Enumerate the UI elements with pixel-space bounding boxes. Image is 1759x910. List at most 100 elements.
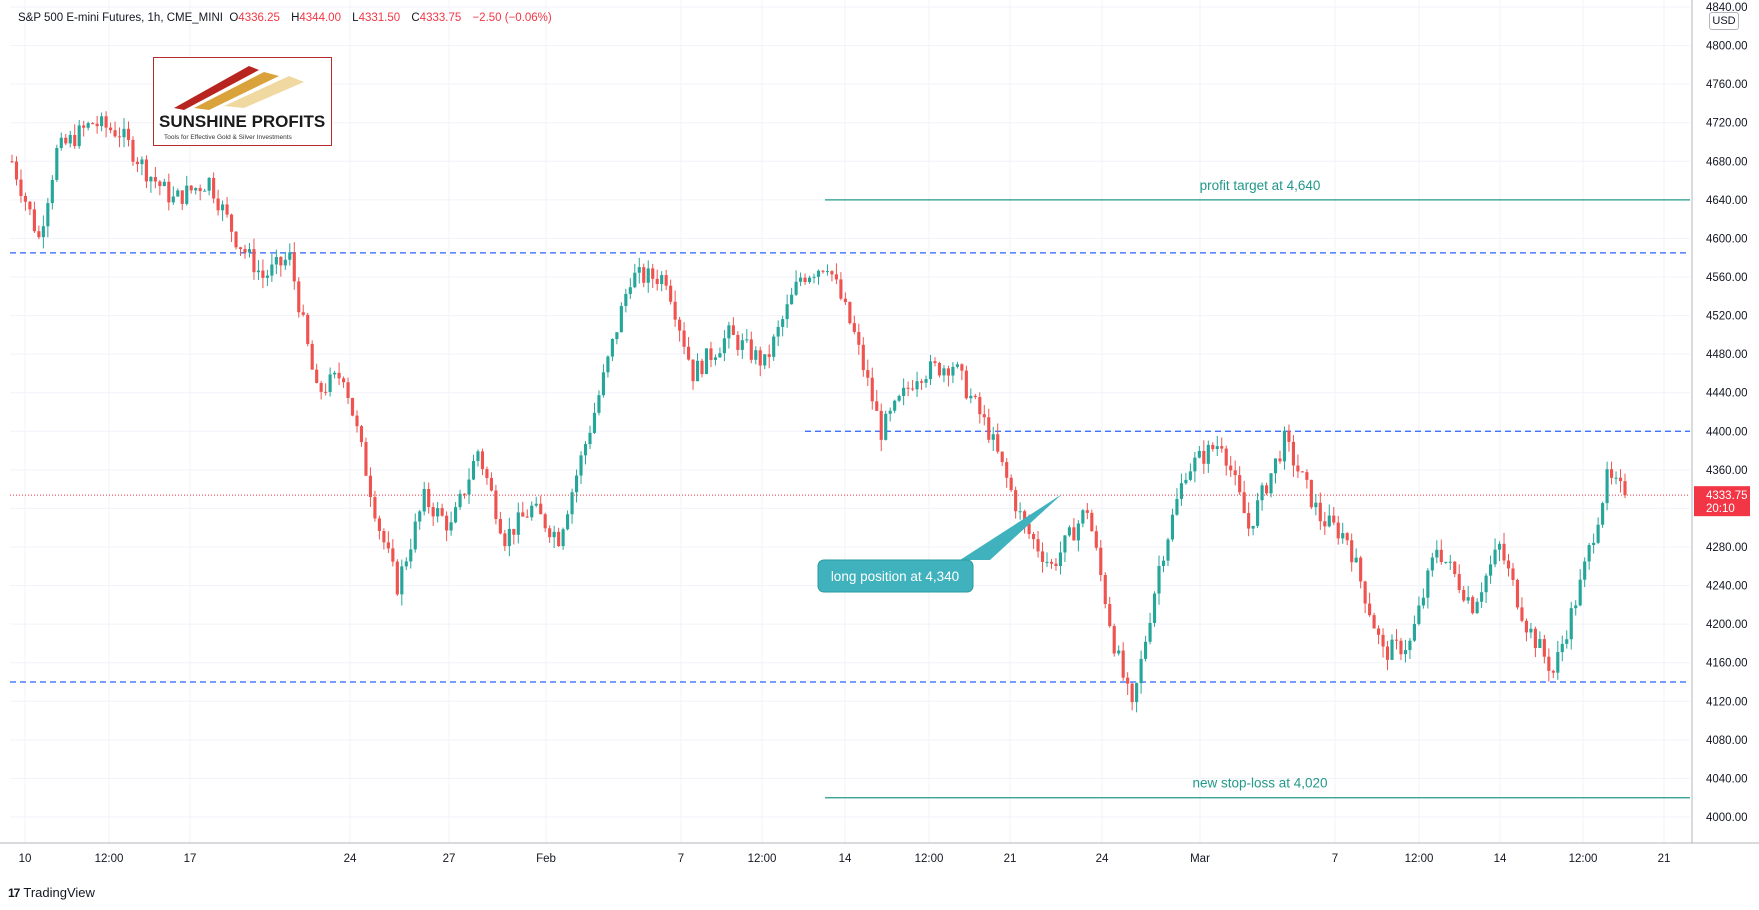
candle-body — [261, 270, 265, 278]
candle-body — [1547, 656, 1551, 671]
candle-body — [229, 214, 234, 232]
candle-body — [427, 488, 431, 508]
candle-body — [32, 209, 36, 232]
candle-body — [669, 285, 673, 302]
candle-body — [144, 159, 148, 182]
candle-body — [1506, 560, 1511, 569]
candle-body — [978, 397, 982, 415]
candle-body — [1399, 640, 1403, 655]
candle-body — [1623, 481, 1627, 496]
candle-body — [1157, 566, 1161, 594]
candle-body — [1000, 451, 1004, 463]
candle-body — [1224, 448, 1228, 466]
candle-body — [996, 434, 1000, 452]
candle-body — [1368, 603, 1372, 616]
logo-tagline: Tools for Effective Gold & Silver Invest… — [164, 134, 292, 141]
candle-body — [686, 346, 691, 360]
candle-body — [1135, 683, 1139, 703]
candle-body — [1354, 557, 1358, 563]
candle-body — [879, 410, 883, 440]
candle-body — [1251, 525, 1255, 529]
candle-body — [41, 226, 45, 238]
candle-body — [1023, 511, 1027, 524]
candle-body — [373, 497, 377, 519]
candle-body — [839, 279, 843, 299]
currency-badge[interactable]: USD — [1709, 12, 1739, 30]
candle-body — [1049, 561, 1054, 564]
countdown-label: 20:10 — [1706, 503, 1735, 515]
y-tick-label: 4560.00 — [1706, 272, 1748, 284]
candle-body — [1103, 575, 1107, 605]
candle-body — [221, 204, 225, 211]
y-tick-label: 4440.00 — [1706, 388, 1748, 400]
candle-body — [655, 278, 659, 284]
candle-body — [1233, 470, 1237, 476]
candle-body — [1417, 605, 1421, 624]
candle-body — [1327, 515, 1331, 527]
x-tick-label: 24 — [1096, 853, 1109, 865]
candle-body — [109, 127, 113, 131]
candle-body — [1377, 628, 1381, 635]
candle-body — [341, 378, 346, 383]
candle-body — [440, 508, 444, 516]
candle-body — [1412, 623, 1416, 641]
candle-body — [951, 366, 955, 376]
candle-body — [1341, 533, 1345, 539]
candle-body — [1081, 510, 1085, 524]
last-price-label: 4333.75 — [1706, 490, 1748, 502]
candle-body — [552, 531, 556, 538]
candle-body — [1502, 543, 1506, 561]
candle-body — [1475, 601, 1479, 614]
candle-body — [1471, 597, 1475, 614]
candle-body — [1184, 479, 1188, 484]
candle-body — [1291, 441, 1296, 466]
candle-body — [919, 381, 924, 383]
candle-body — [1363, 581, 1367, 604]
candle-body — [256, 270, 260, 273]
candle-body — [637, 267, 641, 273]
candle-body — [162, 181, 166, 187]
candle-body — [1480, 592, 1484, 602]
candle-body — [50, 179, 54, 204]
chart-axes: 4000.00 4040.00 4080.00 4120.00 4160.00 4200.… — [0, 0, 1759, 865]
candle-body — [247, 249, 252, 253]
candle-body — [95, 123, 99, 127]
y-tick-label: 4120.00 — [1706, 696, 1748, 708]
candle-body — [100, 116, 104, 127]
candle-body — [1220, 446, 1224, 449]
candle-body — [1031, 534, 1036, 540]
candle-body — [1359, 557, 1363, 582]
y-tick-label: 4280.00 — [1706, 542, 1748, 554]
candle-body — [131, 139, 135, 162]
candle-body — [807, 277, 812, 283]
candle-body — [749, 339, 753, 360]
candle-body — [1090, 512, 1094, 532]
candle-body — [238, 247, 243, 250]
candle-body — [122, 128, 126, 138]
symbol-legend: S&P 500 E-mini Futures, 1h, CME_MINI O43… — [18, 12, 552, 24]
candle-body — [1583, 561, 1587, 580]
candle-body — [1067, 527, 1071, 536]
y-tick-label: 4840.00 — [1706, 2, 1748, 14]
candle-body — [848, 302, 852, 324]
tradingview-footer[interactable]: 17 TradingView — [8, 885, 95, 900]
candle-body — [1497, 543, 1502, 550]
candle-body — [458, 493, 462, 508]
y-tick-label: 4680.00 — [1706, 156, 1748, 168]
close-label: C — [411, 12, 420, 24]
candle-body — [1305, 472, 1309, 480]
candle-body — [821, 270, 825, 272]
candle-body — [306, 314, 310, 344]
change-value: −2.50 (−0.06%) — [472, 12, 552, 24]
y-tick-label: 4360.00 — [1706, 465, 1748, 477]
candle-body — [333, 372, 337, 375]
candle-body — [776, 326, 780, 337]
candle-body — [543, 514, 547, 529]
candle-body — [498, 519, 502, 534]
candle-body — [185, 185, 189, 204]
candle-body — [1448, 561, 1452, 563]
y-tick-label: 4600.00 — [1706, 233, 1748, 245]
candle-body — [1444, 561, 1448, 563]
candle-body — [1542, 639, 1546, 657]
